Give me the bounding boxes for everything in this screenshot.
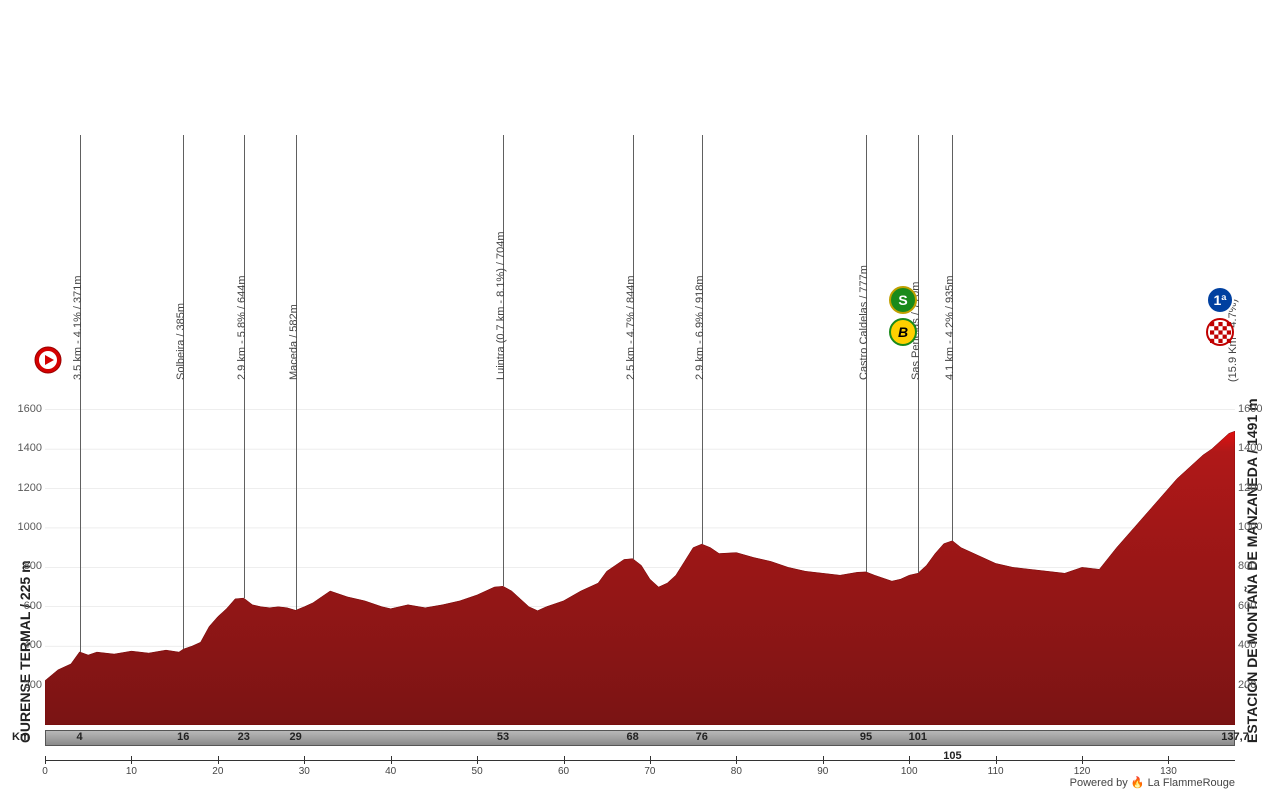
km-bar-label: 4 [60, 731, 100, 743]
marker-line [183, 135, 184, 649]
km-tick-mark [304, 756, 305, 764]
km-tick-mark [45, 756, 46, 764]
marker-label: Maceda / 582m [288, 304, 300, 380]
marker-label: 4.1 km - 4.2% / 935m [944, 275, 956, 380]
kom1-icon: 1ª [1206, 286, 1234, 319]
km-tick-label: 60 [549, 766, 579, 777]
marker-label: 2.9 km - 5.8% / 644m [236, 275, 248, 380]
y-tick-right: 200 [1238, 679, 1268, 691]
y-tick-right: 600 [1238, 600, 1268, 612]
km-tick-label: 20 [203, 766, 233, 777]
km-tick-mark [218, 756, 219, 764]
km-tick-mark [131, 756, 132, 764]
marker-label: Solbeira / 385m [175, 303, 187, 380]
powered-by: Powered by 🔥 La FlammeRouge [1070, 776, 1235, 789]
marker-label: Castro Caldelas / 777m [858, 265, 870, 380]
svg-text:B: B [898, 324, 908, 340]
powered-prefix: Powered by [1070, 777, 1131, 789]
y-tick-left: 1400 [12, 442, 42, 454]
km-tick-label: 50 [462, 766, 492, 777]
km-bar-label: 16 [163, 731, 203, 743]
y-tick-left: 400 [12, 639, 42, 651]
km-tick-mark [1082, 756, 1083, 764]
km-tick-mark [909, 756, 910, 764]
km-bar-label: 101 [898, 731, 938, 743]
y-tick-right: 1600 [1238, 403, 1268, 415]
km-tick-label: 10 [116, 766, 146, 777]
stage-profile-container: OURENSE TERMAL / 225 m ESTACIÓN DE MONTA… [0, 0, 1280, 795]
km-bar-label: 95 [846, 731, 886, 743]
km-tick-mark [477, 756, 478, 764]
km-tick-label: 110 [981, 766, 1011, 777]
bonus-icon: B [889, 318, 917, 351]
y-tick-right: 800 [1238, 560, 1268, 572]
km-tick-label: 100 [894, 766, 924, 777]
km-tick-mark [996, 756, 997, 764]
km-bar-label: 29 [276, 731, 316, 743]
km-bar-label: 53 [483, 731, 523, 743]
y-tick-right: 400 [1238, 639, 1268, 651]
marker-label: 2.9 km - 6.9% / 918m [694, 275, 706, 380]
brand-name: La FlammeRouge [1148, 777, 1235, 789]
start-icon [34, 346, 62, 379]
marker-line [80, 135, 81, 652]
y-tick-right: 1200 [1238, 482, 1268, 494]
start-location-label: OURENSE TERMAL / 225 m [17, 560, 33, 743]
marker-label: Luintra (0.7 km - 8.1%) / 704m [495, 231, 507, 380]
elevation-profile-svg [45, 390, 1235, 725]
brand-icon: 🔥 [1131, 777, 1145, 789]
km-bar-label: 23 [224, 731, 264, 743]
km-tick-label: 40 [376, 766, 406, 777]
km-bar-label: 137,7 [1215, 731, 1255, 743]
km-tick-mark [823, 756, 824, 764]
km-bar-label: 68 [613, 731, 653, 743]
svg-text:1ª: 1ª [1214, 292, 1228, 308]
marker-label: 2.5 km - 4.7% / 844m [625, 275, 637, 380]
km-tick-mark [736, 756, 737, 764]
km-tick-mark [391, 756, 392, 764]
km-ticks-baseline [45, 760, 1235, 761]
y-tick-left: 200 [12, 679, 42, 691]
km-tick-label: 80 [721, 766, 751, 777]
km-tick-mark [650, 756, 651, 764]
km-tick-label: 70 [635, 766, 665, 777]
km-tick-mark [564, 756, 565, 764]
y-tick-right: 1000 [1238, 521, 1268, 533]
y-tick-right: 1400 [1238, 442, 1268, 454]
y-tick-left: 800 [12, 560, 42, 572]
marker-label: 3.5 km - 4.1% / 371m [72, 275, 84, 380]
svg-text:S: S [898, 292, 907, 308]
km-unit-label: Km [12, 731, 30, 743]
y-tick-left: 1200 [12, 482, 42, 494]
y-tick-left: 1600 [12, 403, 42, 415]
km-bar-label: 76 [682, 731, 722, 743]
sprint-icon: S [889, 286, 917, 319]
km-tick-label: 0 [30, 766, 60, 777]
y-tick-left: 1000 [12, 521, 42, 533]
km-tick-label: 30 [289, 766, 319, 777]
km-tick-label: 90 [808, 766, 838, 777]
km-tick-mark [1168, 756, 1169, 764]
finish-icon [1206, 318, 1234, 351]
y-tick-left: 600 [12, 600, 42, 612]
